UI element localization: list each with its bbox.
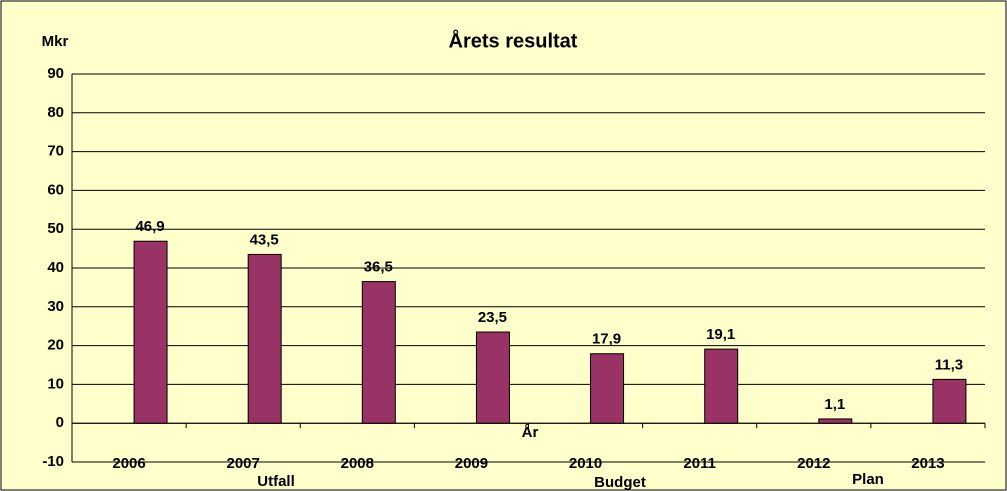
data-label: 19,1 — [706, 326, 735, 343]
y-unit: Mkr — [42, 33, 69, 50]
y-tick-label: 40 — [47, 259, 64, 276]
x-tick-label: 2007 — [227, 455, 260, 472]
y-tick-label: 70 — [47, 143, 64, 160]
x-tick-label: 2011 — [683, 455, 716, 472]
data-label: 36,5 — [364, 259, 393, 276]
y-tick-label: 20 — [47, 337, 64, 354]
data-label: 46,9 — [135, 218, 164, 235]
annotation: Utfall — [257, 473, 295, 490]
bar — [932, 378, 967, 424]
annotation: Plan — [852, 471, 884, 488]
bar — [361, 281, 396, 424]
x-tick-label: 2010 — [569, 455, 602, 472]
data-label: 43,5 — [250, 231, 279, 248]
y-tick-label: 90 — [47, 65, 64, 82]
x-tick-label: 2012 — [797, 455, 830, 472]
bar — [818, 418, 853, 424]
y-tick-label: 0 — [56, 414, 64, 431]
y-tick-label: 80 — [47, 104, 64, 121]
bar — [475, 331, 510, 424]
chart-title: Årets resultat — [449, 28, 578, 52]
bar — [590, 353, 625, 424]
data-label: 11,3 — [935, 356, 963, 373]
x-tick-label: 2009 — [455, 455, 488, 472]
data-label: 23,5 — [478, 309, 507, 326]
x-tick-label: 2008 — [341, 455, 374, 472]
bar — [133, 240, 168, 424]
y-tick-label: 30 — [47, 298, 64, 315]
bar — [704, 348, 739, 424]
x-axis-label: År — [522, 424, 539, 441]
data-label: 1,1 — [824, 396, 845, 413]
x-tick-label: 2006 — [112, 455, 145, 472]
y-tick-label: 10 — [47, 375, 64, 392]
y-tick-label: -10 — [42, 453, 64, 470]
annotation: Budget — [594, 474, 646, 491]
x-tick-label: 2013 — [911, 455, 944, 472]
bar — [247, 253, 282, 424]
y-tick-label: 60 — [47, 181, 64, 198]
y-tick-label: 50 — [47, 220, 64, 237]
data-label: 17,9 — [592, 331, 621, 348]
